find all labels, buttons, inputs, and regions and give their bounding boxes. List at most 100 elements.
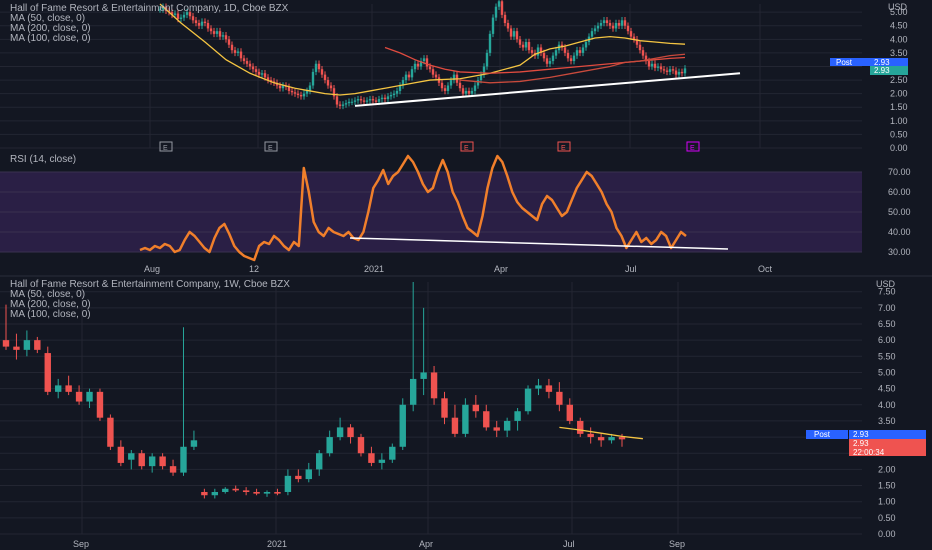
weekly-candle xyxy=(190,440,198,447)
daily-candle xyxy=(404,74,408,81)
weekly-legend-title: Hall of Fame Resort & Entertainment Comp… xyxy=(10,279,290,290)
daily-candle xyxy=(578,50,582,53)
earnings-event-label: E xyxy=(690,145,695,152)
daily-candle xyxy=(380,97,384,100)
daily-candle xyxy=(287,86,291,91)
weekly-candle xyxy=(399,404,406,447)
rsi-x-tick: 2021 xyxy=(364,264,384,274)
rsi-line xyxy=(139,154,687,262)
weekly-x-tick: Sep xyxy=(669,539,685,549)
daily-candle xyxy=(470,90,474,94)
weekly-candle xyxy=(524,388,532,412)
daily-candle xyxy=(269,80,273,82)
daily-currency-label: USD xyxy=(888,2,908,12)
daily-candle xyxy=(176,13,180,19)
daily-candle xyxy=(281,85,285,89)
rsi-trendline[interactable] xyxy=(349,237,729,250)
daily-y-tick: 5.00 xyxy=(890,7,908,17)
rsi-y-tick: 30.00 xyxy=(888,247,911,257)
daily-candle xyxy=(527,42,531,51)
daily-candle xyxy=(311,71,315,86)
weekly-candle xyxy=(2,340,10,347)
daily-candle xyxy=(188,12,192,17)
daily-candle xyxy=(224,35,228,40)
daily-candle xyxy=(632,36,636,40)
daily-post-label: Post xyxy=(836,58,853,67)
daily-candle xyxy=(329,85,333,89)
daily-candle xyxy=(332,88,336,97)
daily-candle xyxy=(350,101,354,103)
daily-legend-ma200: MA (200, close, 0) xyxy=(10,23,91,34)
daily-candle xyxy=(392,93,396,96)
daily-candle xyxy=(194,20,198,24)
daily-candle xyxy=(263,73,267,78)
daily-candle xyxy=(296,93,300,96)
daily-candle xyxy=(458,82,462,89)
weekly-candle xyxy=(117,446,125,463)
daily-candle xyxy=(293,92,297,94)
daily-candle xyxy=(221,35,225,37)
daily-candle xyxy=(581,47,585,53)
daily-candle xyxy=(446,85,450,91)
weekly-candle xyxy=(86,391,93,402)
weekly-candle xyxy=(107,417,114,447)
daily-candle xyxy=(671,69,675,71)
daily-candle xyxy=(626,25,630,32)
weekly-legend-ma50: MA (50, close, 0) xyxy=(10,289,85,300)
weekly-price-label-2: 2.93 xyxy=(853,439,869,448)
daily-candle xyxy=(677,71,681,75)
daily-candle xyxy=(569,58,573,62)
weekly-candle xyxy=(295,475,302,480)
weekly-y-tick: 5.00 xyxy=(878,367,896,377)
rsi-x-tick: Apr xyxy=(494,264,508,274)
weekly-countdown-label: 22:00:34 xyxy=(853,448,885,457)
daily-candle xyxy=(443,88,447,91)
rsi-x-tick: 12 xyxy=(249,264,259,274)
daily-candle xyxy=(551,55,555,62)
weekly-candle xyxy=(201,492,208,496)
weekly-candle xyxy=(55,385,62,392)
weekly-y-tick: 4.00 xyxy=(878,400,896,410)
daily-candle xyxy=(401,80,405,86)
weekly-candle xyxy=(389,446,396,460)
weekly-candle xyxy=(430,372,438,399)
daily-candle xyxy=(479,74,483,81)
daily-candle xyxy=(425,58,429,67)
daily-candle xyxy=(209,28,213,32)
weekly-candle xyxy=(232,488,239,491)
weekly-panel[interactable]: 7.507.006.506.005.505.004.504.003.503.00… xyxy=(0,275,932,549)
daily-candle xyxy=(482,66,486,75)
daily-candle xyxy=(257,71,261,75)
rsi-panel[interactable]: 70.00 60.00 50.00 40.00 30.00 Aug 12 2021 Apr Ju… xyxy=(0,154,911,274)
daily-candle xyxy=(245,61,249,64)
daily-panel[interactable]: 5.004.504.003.503.002.502.001.501.000.50… xyxy=(0,0,908,153)
daily-ma-line xyxy=(459,53,686,84)
weekly-post-label: Post xyxy=(814,430,831,439)
weekly-y-tick: 7.50 xyxy=(878,287,896,297)
daily-candle xyxy=(422,58,426,62)
weekly-candles xyxy=(2,282,626,499)
daily-candle xyxy=(161,6,165,10)
weekly-candle xyxy=(347,427,354,438)
weekly-ma50-line xyxy=(559,426,643,440)
daily-candle xyxy=(206,23,210,29)
daily-candle xyxy=(242,58,246,62)
daily-candle xyxy=(617,23,621,26)
rsi-time-axis: Aug 12 2021 Apr Jul Oct xyxy=(144,264,773,274)
daily-support-trendline[interactable] xyxy=(354,72,741,107)
daily-candle xyxy=(431,69,435,75)
daily-candle xyxy=(341,104,345,106)
daily-candle xyxy=(590,31,594,37)
rsi-legend: RSI (14, close) xyxy=(10,154,76,165)
earnings-event-label: E xyxy=(163,145,168,152)
daily-candle xyxy=(230,44,234,51)
weekly-y-tick: 3.50 xyxy=(878,416,896,426)
daily-candle xyxy=(347,101,351,104)
daily-candle xyxy=(668,69,672,72)
weekly-candle xyxy=(472,404,480,412)
daily-candle xyxy=(659,66,663,70)
weekly-candle xyxy=(451,417,459,434)
daily-candle xyxy=(248,63,252,67)
